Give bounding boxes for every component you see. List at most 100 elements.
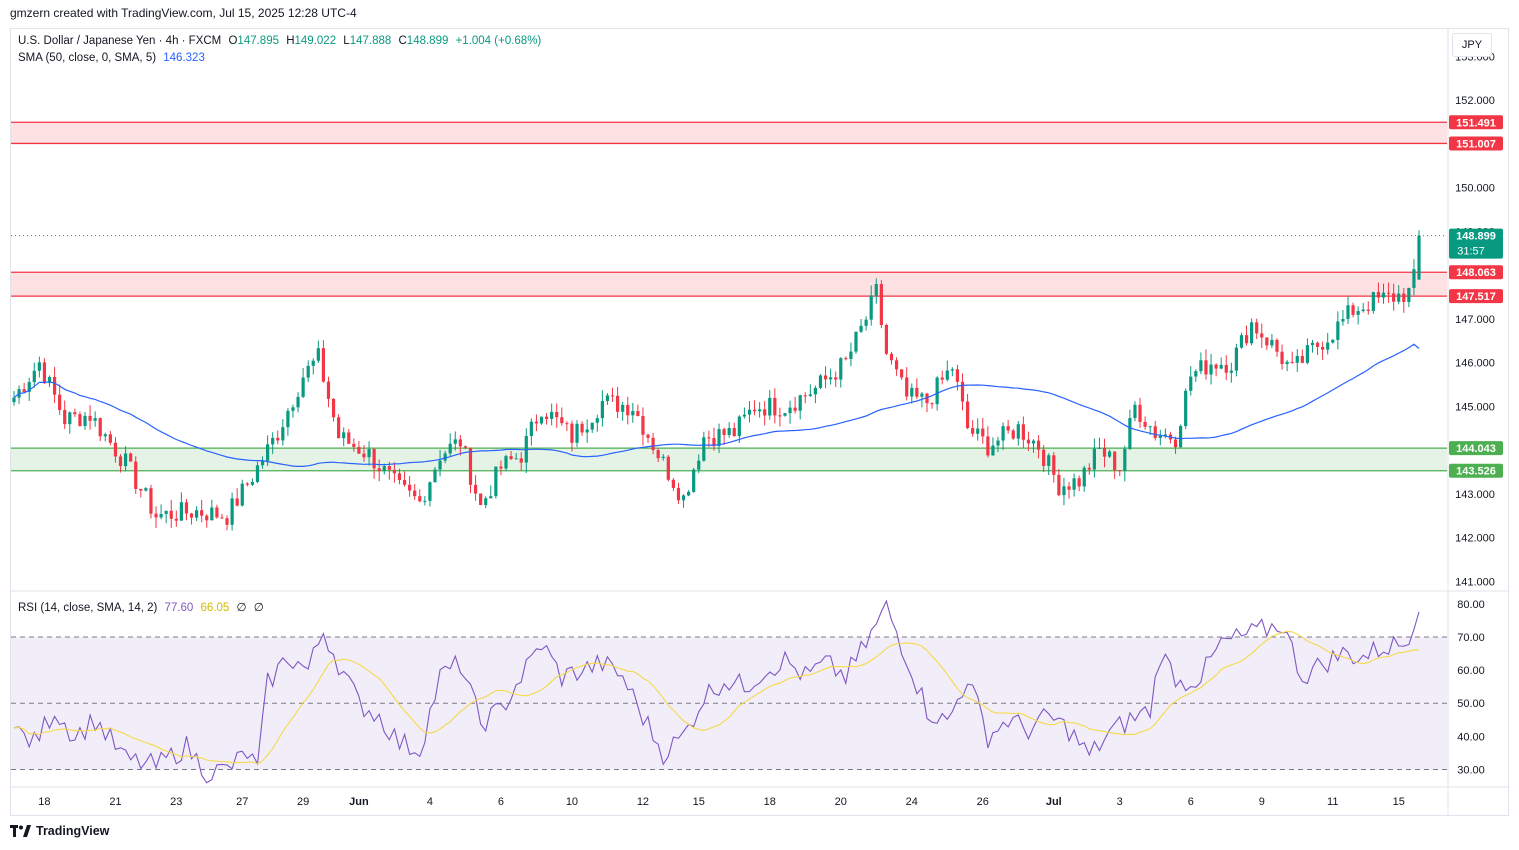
- candle-body: [910, 387, 914, 397]
- candle-body: [1310, 342, 1315, 346]
- candle-body: [78, 414, 82, 427]
- candle: [646, 433, 650, 443]
- sma-legend[interactable]: SMA (50, close, 0, SMA, 5) 146.323: [18, 52, 205, 64]
- candle-body: [266, 444, 270, 461]
- candle-body: [697, 460, 701, 470]
- candle: [707, 430, 711, 448]
- candle-body: [1204, 360, 1208, 375]
- time-tick-label: 6: [1188, 796, 1194, 808]
- candle-body: [732, 428, 736, 437]
- candle: [367, 441, 371, 466]
- rsi-tick-label: 50.00: [1457, 698, 1485, 710]
- countdown-label: 31:57: [1457, 246, 1485, 258]
- candle-body: [362, 453, 366, 458]
- tradingview-logo[interactable]: TradingView: [10, 824, 109, 838]
- candle-body: [159, 513, 163, 518]
- candle: [118, 454, 123, 473]
- candle: [73, 408, 77, 417]
- symbol-legend[interactable]: U.S. Dollar / Japanese Yen · 4h · FXCM O…: [18, 35, 541, 47]
- candle: [423, 495, 427, 506]
- candle-body: [458, 439, 462, 447]
- candle: [1158, 429, 1162, 446]
- candle-body: [103, 434, 107, 437]
- candle-body: [585, 429, 589, 433]
- candle-body: [859, 325, 863, 332]
- candle-body: [773, 397, 777, 416]
- candle: [123, 446, 128, 472]
- currency-selector[interactable]: JPY: [1452, 33, 1492, 57]
- candle-body: [1072, 478, 1076, 490]
- candle: [1123, 445, 1127, 482]
- candle: [1280, 344, 1284, 370]
- candle: [1321, 341, 1325, 361]
- candle: [1376, 282, 1381, 303]
- candle: [641, 407, 645, 446]
- candle-body: [1123, 448, 1127, 471]
- candle-body: [615, 395, 620, 412]
- rsi-ma-value: 66.05: [200, 602, 230, 614]
- candle: [260, 456, 265, 469]
- candle: [1381, 283, 1386, 304]
- candle-body: [1067, 486, 1071, 490]
- candle-body: [169, 510, 173, 519]
- candle: [550, 403, 554, 426]
- candle-body: [605, 395, 610, 402]
- candle: [1062, 477, 1066, 506]
- candle-body: [737, 416, 741, 437]
- candle-body: [118, 456, 123, 467]
- candle: [910, 383, 914, 404]
- candle: [575, 420, 579, 448]
- candle: [539, 416, 544, 425]
- candle: [494, 466, 498, 499]
- candle: [915, 378, 919, 400]
- candle-body: [387, 466, 391, 470]
- candle-body: [1397, 293, 1401, 302]
- candle: [468, 447, 473, 494]
- candle-body: [514, 458, 518, 460]
- candle: [1300, 349, 1304, 364]
- candle: [1092, 438, 1096, 478]
- candle-body: [626, 404, 630, 416]
- candle: [702, 431, 706, 462]
- candle: [93, 411, 97, 427]
- candle: [402, 471, 407, 487]
- candle: [1356, 306, 1360, 325]
- candle-body: [636, 411, 640, 416]
- candle: [281, 419, 285, 446]
- candle-body: [879, 284, 883, 325]
- candle: [884, 323, 889, 356]
- time-tick-label: 21: [109, 796, 121, 808]
- price-badge-support: [1449, 463, 1503, 478]
- candle: [1239, 332, 1244, 349]
- candle: [159, 504, 163, 520]
- candle-body: [991, 445, 995, 456]
- candle: [894, 357, 899, 376]
- candle-body: [423, 500, 427, 502]
- candle-body: [874, 284, 878, 296]
- candle: [1250, 318, 1254, 346]
- candle-body: [22, 389, 26, 392]
- candle-body: [1031, 440, 1036, 444]
- candle: [194, 506, 199, 521]
- sma-value: 146.323: [163, 52, 205, 64]
- candle-body: [367, 449, 371, 458]
- candle-body: [849, 351, 853, 359]
- candle-body: [1371, 292, 1375, 311]
- candle: [1351, 302, 1355, 318]
- time-tick-label: 12: [637, 796, 649, 808]
- candle: [428, 481, 432, 507]
- candle: [1072, 473, 1076, 497]
- candle-body: [1194, 371, 1198, 377]
- price-tick-label: 141.000: [1455, 576, 1495, 588]
- candle-body: [194, 510, 199, 518]
- candle-body: [1336, 321, 1340, 340]
- rsi-line: [13, 599, 1420, 784]
- candle: [1229, 362, 1233, 383]
- rsi-legend[interactable]: RSI (14, close, SMA, 14, 2) 77.60 66.05 …: [18, 600, 264, 614]
- candle-body: [621, 404, 625, 412]
- candle: [129, 452, 133, 462]
- candle: [1001, 422, 1005, 450]
- candle-body: [1001, 426, 1005, 441]
- candle-body: [1244, 335, 1249, 344]
